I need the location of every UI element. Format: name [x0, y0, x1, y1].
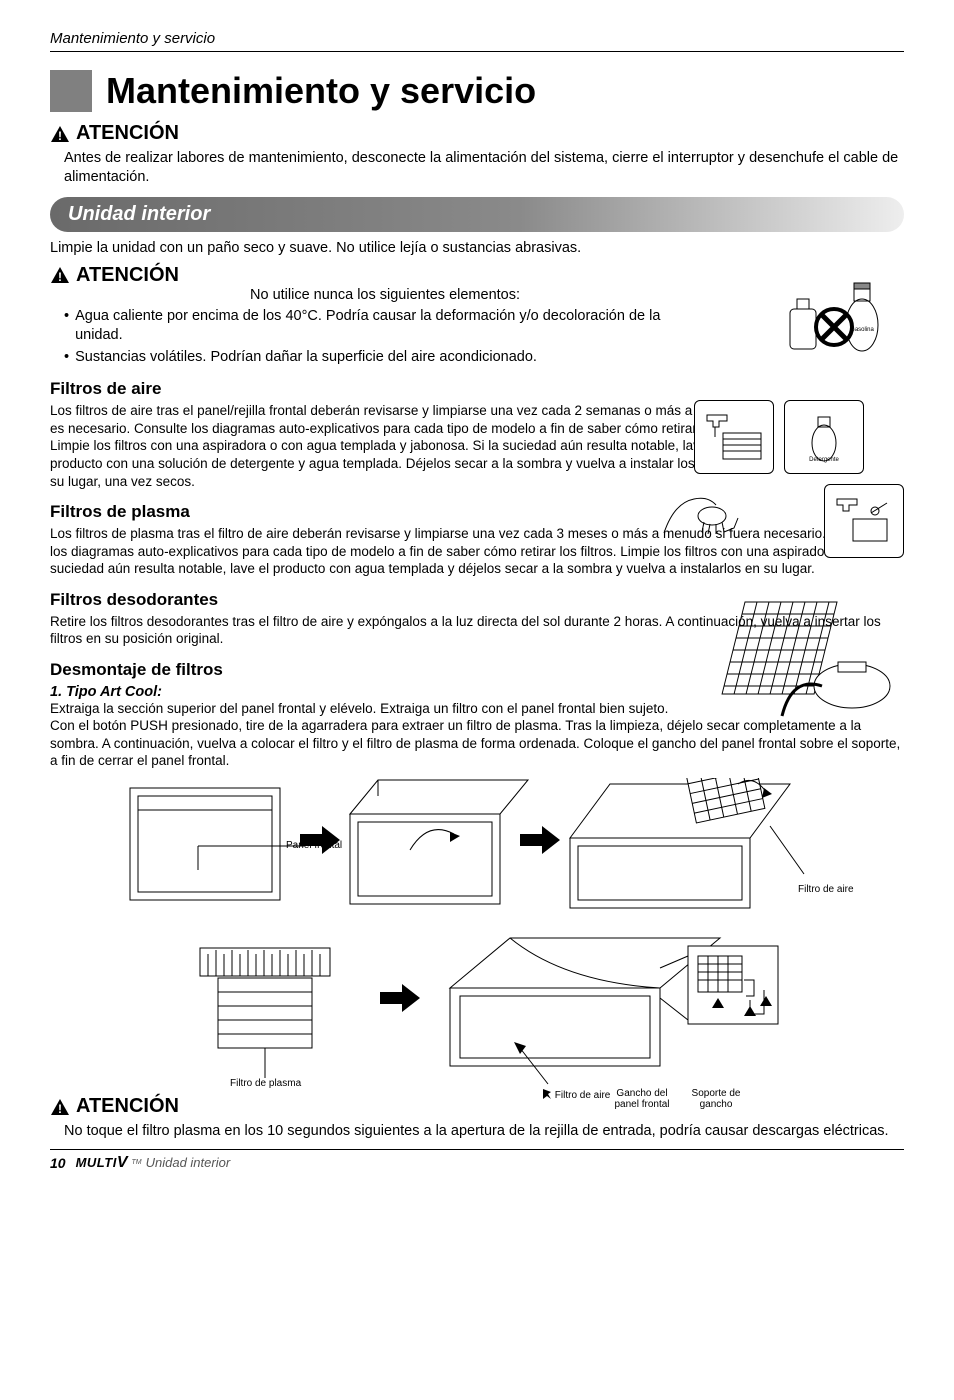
- final-warn-paragraph: No toque el filtro plasma en los 10 segu…: [64, 1122, 904, 1141]
- title-square-icon: [50, 70, 92, 112]
- page-number: 10: [50, 1155, 66, 1171]
- chemicals-illustration: Gasolina: [784, 275, 904, 365]
- label-soporte: Soporte de gancho: [686, 1088, 746, 1110]
- faucet-filter-icon: [694, 400, 774, 474]
- tm-icon: TM: [132, 1159, 142, 1166]
- bullet-list: •Agua caliente por encima de los 40°C. P…: [64, 307, 704, 368]
- footer-brand: MULTI: [76, 1155, 117, 1170]
- label-gancho: Gancho del panel frontal: [612, 1088, 672, 1110]
- warning-heading-1: ! ATENCIÓN: [50, 122, 904, 145]
- footer-brand-v: V: [117, 1154, 128, 1172]
- label-filtro-aire-top: Filtro de aire: [798, 884, 854, 895]
- cleaning-icons-grid: Detergente: [694, 400, 904, 558]
- bullet-1: Agua caliente por encima de los 40°C. Po…: [75, 307, 704, 346]
- arrow-right-icon: [380, 984, 420, 1012]
- detergent-bottle-icon: Detergente: [784, 400, 864, 474]
- bullet-dot: •: [64, 307, 69, 346]
- pointer-icon: [542, 1088, 552, 1100]
- faucet-brush-icon: [824, 484, 904, 558]
- warning-label: ATENCIÓN: [76, 264, 179, 287]
- warning-heading-2: ! ATENCIÓN: [50, 264, 904, 287]
- page-title: Mantenimiento y servicio: [106, 70, 536, 112]
- label-panel-frontal: Panel frontal: [286, 840, 342, 851]
- intro-paragraph: Antes de realizar labores de mantenimien…: [64, 149, 904, 187]
- section-pill: Unidad interior: [50, 197, 904, 232]
- footer-sub: Unidad interior: [146, 1155, 231, 1170]
- svg-text:Detergente: Detergente: [809, 457, 839, 463]
- label-filtro-aire-bottom: Filtro de aire: [542, 1088, 610, 1101]
- vacuum-filter-illustration: [704, 590, 904, 743]
- page-footer: 10 MULTI V TM Unidad interior: [50, 1149, 904, 1172]
- label-filtro-plasma: Filtro de plasma: [230, 1078, 301, 1089]
- artcool-diagram-svg: [50, 778, 900, 1118]
- svg-text:!: !: [58, 129, 62, 143]
- warning-label: ATENCIÓN: [76, 122, 179, 145]
- hand-brush-icon: [654, 488, 744, 548]
- arrow-right-icon: [520, 826, 560, 854]
- svg-text:!: !: [58, 270, 62, 284]
- running-header: Mantenimiento y servicio: [50, 30, 904, 52]
- bullet-2: Sustancias volátiles. Podrían dañar la s…: [75, 348, 537, 368]
- bullet-dot: •: [64, 348, 69, 368]
- bottles-x-icon: Gasolina: [784, 275, 904, 365]
- warning-triangle-icon: !: [50, 125, 70, 143]
- title-bar: Mantenimiento y servicio: [50, 70, 904, 112]
- warning-triangle-icon: !: [50, 266, 70, 284]
- p-filtros-aire: Los filtros de aire tras el panel/rejill…: [50, 402, 760, 490]
- label-text: Filtro de aire: [555, 1090, 611, 1101]
- h3-filtros-aire: Filtros de aire: [50, 379, 904, 399]
- artcool-diagram: Panel frontal Filtro de aire Filtro de p…: [50, 778, 904, 1123]
- line-clean: Limpie la unidad con un paño seco y suav…: [50, 240, 904, 256]
